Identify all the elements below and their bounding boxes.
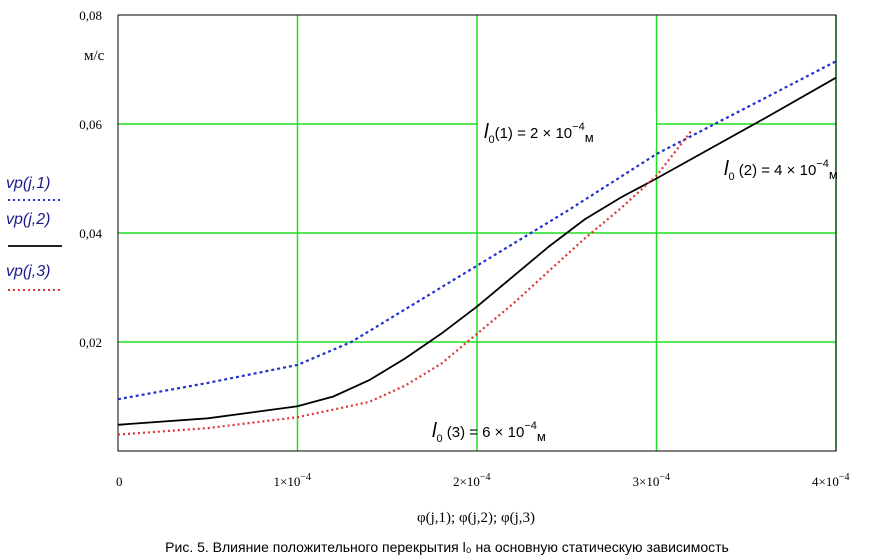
grid — [118, 15, 837, 451]
y-tick-label: 0,02 — [79, 335, 102, 350]
series-line-3 — [117, 128, 694, 436]
annotation-2: l0 (2) = 4 × 10−4м — [724, 158, 838, 183]
series-line-2 — [117, 76, 837, 426]
y-tick-label: 0,08 — [79, 8, 102, 23]
x-tick-label: 1×10−4 — [274, 472, 311, 489]
x-tick-label: 3×10−4 — [633, 472, 670, 489]
plot-frame — [117, 14, 837, 452]
legend-label-3: vp(j,3) — [6, 263, 50, 280]
legend-label-1: vp(j,1) — [6, 175, 50, 192]
annotations: l0(1) = 2 × 10−4м l0 (2) = 4 × 10−4м l0 (3… — [432, 112, 838, 445]
x-tick-labels: 0 1×10−4 2×10−4 3×10−4 4×10−4 — [116, 472, 849, 489]
annotation-bg-1 — [478, 112, 656, 148]
x-tick-label: 0 — [116, 474, 123, 489]
x-tick-label: 2×10−4 — [453, 472, 490, 489]
figure-caption: Рис. 5. Влияние положительного перекрыти… — [165, 539, 729, 555]
series-line-1 — [117, 60, 837, 401]
x-axis-label: φ(j,1); φ(j,2); φ(j,3) — [417, 510, 535, 526]
y-tick-label: 0,04 — [79, 226, 102, 241]
legend: vp(j,1) vp(j,2) vp(j,3) — [6, 175, 62, 291]
annotation-1: l0(1) = 2 × 10−4м — [484, 121, 594, 146]
legend-label-2: vp(j,2) — [6, 211, 50, 228]
annotation-3: l0 (3) = 6 × 10−4м — [432, 420, 546, 445]
x-tick-label: 4×10−4 — [812, 472, 849, 489]
y-tick-labels: 0,02 0,04 0,06 0,08 — [79, 8, 102, 350]
series-group — [117, 60, 837, 436]
y-tick-label: 0,06 — [79, 117, 102, 132]
y-unit-label: м/с — [84, 48, 105, 64]
